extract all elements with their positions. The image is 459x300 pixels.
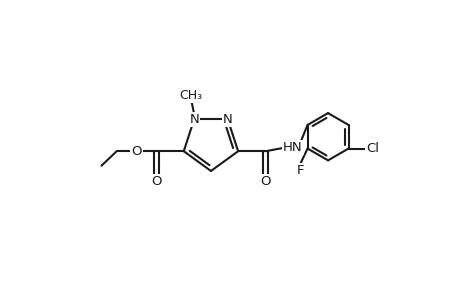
Text: Cl: Cl — [366, 142, 379, 155]
Text: HN: HN — [283, 141, 302, 154]
Text: F: F — [297, 164, 304, 177]
Text: N: N — [223, 113, 232, 126]
Text: N: N — [189, 113, 199, 126]
Text: CH₃: CH₃ — [179, 89, 202, 102]
Text: O: O — [131, 145, 141, 158]
Text: O: O — [151, 175, 161, 188]
Text: O: O — [260, 175, 270, 188]
